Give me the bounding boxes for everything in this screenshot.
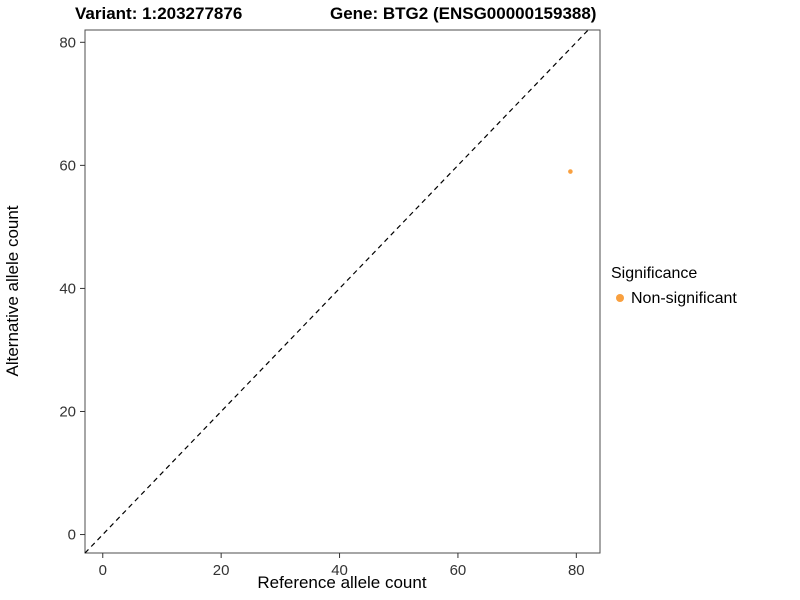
legend-title: Significance [611,265,697,282]
x-tick-label: 60 [450,562,467,579]
data-point [568,169,573,174]
x-tick-label: 20 [213,562,230,579]
plot-title-gene: Gene: BTG2 (ENSG00000159388) [330,4,596,23]
x-tick-label: 40 [331,562,348,579]
legend-key-non-significant-icon [616,294,624,302]
identity-line [84,29,589,554]
y-tick-label: 20 [59,403,76,420]
points-layer [568,169,573,174]
plot-panel [84,29,601,554]
x-tick-label: 80 [568,562,585,579]
y-axis-title: Alternative allele count [3,205,22,376]
x-axis-title: Reference allele count [257,573,426,592]
x-tick-label: 0 [99,562,107,579]
y-tick-label: 0 [68,527,76,544]
y-tick-label: 80 [59,34,76,51]
y-tick-label: 40 [59,280,76,297]
plot-title-variant: Variant: 1:203277876 [75,4,242,23]
y-axis: 0 20 40 60 80 [59,34,85,544]
legend: Significance Non-significant [611,265,737,307]
legend-label-non-significant: Non-significant [631,290,737,307]
y-tick-label: 60 [59,157,76,174]
x-axis: 0 20 40 60 80 [99,553,585,579]
